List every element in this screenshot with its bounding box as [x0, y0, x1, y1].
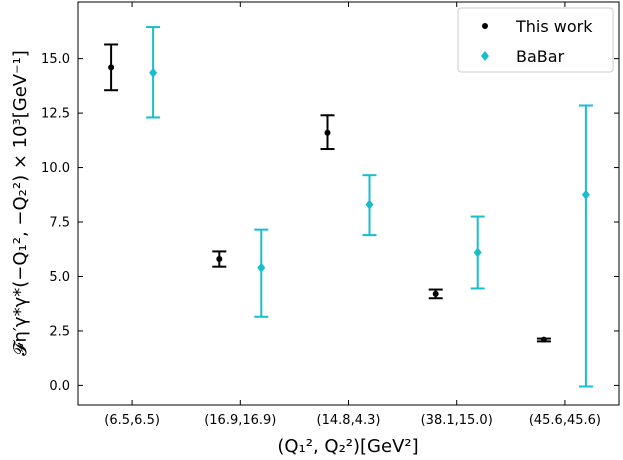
data-point: [365, 199, 374, 210]
x-tick-label: (6.5,6.5): [104, 413, 160, 428]
legend-marker-this-work: [482, 23, 488, 29]
legend-label-babar: BaBar: [516, 47, 565, 66]
x-axis-label: (Q₁², Q₂²)[GeV²]: [277, 436, 418, 457]
x-tick-label: (16.9,16.9): [204, 413, 276, 428]
y-tick-label: 7.5: [49, 216, 70, 231]
y-tick-label: 10.0: [41, 161, 70, 176]
legend: This work BaBar: [457, 7, 614, 73]
data-point: [540, 336, 547, 343]
legend-label-this-work: This work: [515, 17, 593, 36]
x-axis: (6.5,6.5) (16.9,16.9) (14.8,4.3) (38.1,15.0…: [104, 2, 601, 428]
y-tick-label: 15.0: [41, 52, 70, 67]
data-point: [432, 290, 439, 297]
y-axis: 0.0 2.5 5.0 7.5 10.0 12.5 15.0: [41, 52, 619, 394]
legend-marker-babar: [481, 51, 489, 61]
x-tick-label: (45.6,45.6): [529, 413, 601, 428]
legend-box: [457, 7, 614, 73]
data-point: [324, 129, 331, 136]
data-point: [216, 256, 223, 263]
data-marks: [104, 26, 593, 388]
data-point: [581, 189, 590, 200]
y-tick-label: 2.5: [49, 324, 70, 339]
y-tick-label: 5.0: [49, 270, 70, 285]
data-point: [108, 64, 115, 71]
y-axis-label: 𝓕η′γ*γ*(−Q₁², −Q₂²) × 10³[GeV⁻¹]: [10, 50, 31, 356]
y-tick-label: 12.5: [41, 107, 70, 122]
data-point: [473, 247, 482, 258]
x-tick-label: (38.1,15.0): [421, 413, 493, 428]
x-tick-label: (14.8,4.3): [317, 413, 381, 428]
data-point: [149, 67, 158, 78]
data-point: [257, 262, 266, 273]
y-tick-label: 0.0: [49, 379, 70, 394]
